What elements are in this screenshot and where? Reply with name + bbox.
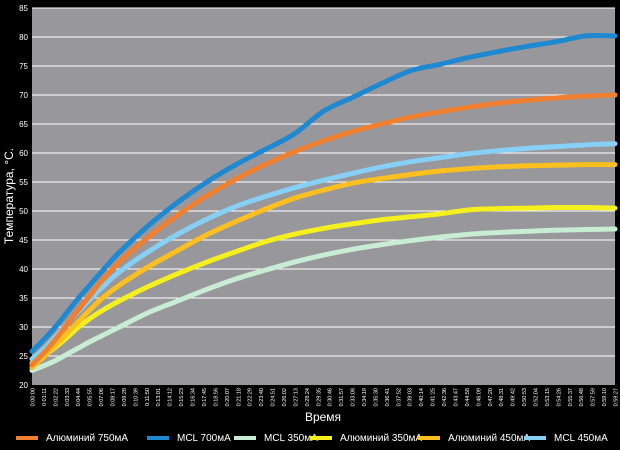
x-tick-label: 0:16:34	[191, 388, 197, 406]
legend-item: MCL 450мА	[524, 430, 608, 446]
series-line-3	[29, 226, 618, 373]
y-tick-label: 85	[19, 4, 28, 13]
x-tick-label: 0:43:47	[453, 388, 459, 406]
x-tick-label: 0:05:55	[88, 388, 94, 406]
legend-swatch	[234, 436, 256, 440]
legend-item: MCL 700мА	[147, 430, 231, 446]
legend-swatch	[418, 436, 440, 440]
x-tick-label: 0:27:13	[293, 388, 299, 406]
x-tick-label: 0:30:46	[328, 388, 334, 406]
x-tick-label: 0:07:06	[99, 388, 105, 406]
x-tick-label: 0:08:17	[111, 388, 117, 406]
x-tick-label: 0:50:53	[522, 388, 528, 406]
series-line-1	[29, 92, 618, 368]
x-tick-labels: 0:00:00 0:01:11 0:02:22 0:03:33 0:04:44 0:05:…	[31, 388, 620, 406]
x-tick-label: 0:33:08	[351, 388, 357, 406]
x-tick-label: 0:26:02	[282, 388, 288, 406]
y-tick-label: 50	[19, 207, 28, 216]
legend-label: Алюминий 350мА	[340, 432, 423, 444]
y-tick-label: 55	[19, 178, 28, 187]
y-tick-label: 60	[19, 149, 28, 158]
legend-swatch	[16, 436, 38, 440]
y-tick-label: 45	[19, 236, 28, 245]
x-tick-label: 0:00:00	[31, 388, 37, 406]
x-tick-label: 0:59:27	[614, 388, 620, 406]
x-tick-label: 0:57:59	[591, 388, 597, 406]
y-tick-label: 40	[19, 265, 28, 274]
x-tick-label: 0:44:58	[465, 388, 471, 406]
y-tick-label: 75	[19, 62, 28, 71]
x-tick-label: 0:14:12	[168, 388, 174, 406]
y-tick-label: 80	[19, 33, 28, 42]
y-tick-label: 20	[19, 381, 28, 390]
legend-label: Алюминий 750мА	[46, 432, 129, 444]
x-tick-label: 0:52:04	[533, 388, 539, 406]
legend-item: Алюминий 450мА	[418, 430, 530, 446]
x-tick-label: 0:40:14	[419, 388, 425, 406]
x-tick-label: 0:28:24	[305, 388, 311, 406]
x-tick-label: 0:04:44	[76, 388, 82, 406]
x-tick-label: 0:34:19	[362, 388, 368, 406]
x-tick-label: 0:09:28	[122, 388, 128, 406]
legend-swatch	[310, 436, 332, 440]
x-tick-label: 0:56:48	[579, 388, 585, 406]
x-tick-label: 0:03:33	[65, 388, 71, 406]
x-tick-label: 0:24:51	[271, 388, 277, 406]
legend-swatch	[147, 436, 169, 440]
legend-label: MCL 450мА	[554, 432, 608, 444]
legend-label: MCL 700мА	[177, 432, 231, 444]
x-tick-label: 0:15:23	[179, 388, 185, 406]
x-tick-label: 0:22:29	[248, 388, 254, 406]
legend-label: Алюминий 450мА	[448, 432, 531, 444]
x-tick-label: 0:42:36	[442, 388, 448, 406]
x-tick-label: 0:29:35	[316, 388, 322, 406]
x-tick-label: 0:01:11	[42, 388, 48, 406]
x-tick-label: 0:13:01	[156, 388, 162, 406]
y-tick-label: 25	[19, 352, 28, 361]
x-tick-label: 0:31:57	[339, 388, 345, 406]
x-tick-label: 0:10:39	[133, 388, 139, 406]
series-line-5	[29, 162, 618, 371]
x-tick-label: 0:11:50	[145, 388, 151, 406]
x-tick-label: 0:39:03	[408, 388, 414, 406]
y-tick-labels: 20 25 30 35 40 45 50 55 60 65 70 75 80 85	[19, 4, 28, 390]
y-tick-label: 30	[19, 323, 28, 332]
legend-item: MCL 350мА	[234, 430, 318, 446]
y-tick-label: 70	[19, 91, 28, 100]
x-tick-label: 0:35:30	[373, 388, 379, 406]
legend-swatch	[524, 436, 546, 440]
x-tick-label: 0:37:52	[396, 388, 402, 406]
legend-label: MCL 350мА	[264, 432, 318, 444]
x-tick-label: 0:48:31	[499, 388, 505, 406]
x-tick-label: 0:23:40	[259, 388, 265, 406]
legend: Алюминий 750мА MCL 700мА MCL 350мА Алюминий…	[0, 430, 620, 446]
x-tick-label: 0:18:56	[213, 388, 219, 406]
y-tick-label: 35	[19, 294, 28, 303]
x-tick-label: 0:17:45	[202, 388, 208, 406]
x-axis-label: Время	[305, 410, 341, 424]
x-tick-label: 0:36:41	[385, 388, 391, 406]
x-tick-label: 0:20:07	[225, 388, 231, 406]
x-tick-label: 0:55:37	[568, 388, 574, 406]
series-lines	[29, 32, 618, 373]
x-tick-label: 0:41:25	[431, 388, 437, 406]
legend-item: Алюминий 350мА	[310, 430, 422, 446]
legend-item: Алюминий 750мА	[16, 430, 128, 446]
y-axis-label: Температура, °C.	[2, 148, 16, 244]
y-tick-label: 65	[19, 120, 28, 129]
x-tick-label: 0:46:09	[476, 388, 482, 406]
x-tick-label: 0:49:42	[511, 388, 517, 406]
x-tick-label: 0:21:18	[236, 388, 242, 406]
x-tick-label: 0:59:10	[602, 388, 608, 406]
x-tick-label: 0:53:15	[545, 388, 551, 406]
x-tick-label: 0:47:20	[488, 388, 494, 406]
series-line-4	[29, 204, 618, 366]
x-tick-label: 0:02:22	[53, 388, 59, 406]
x-tick-label: 0:54:26	[556, 388, 562, 406]
series-line-2	[29, 32, 618, 354]
